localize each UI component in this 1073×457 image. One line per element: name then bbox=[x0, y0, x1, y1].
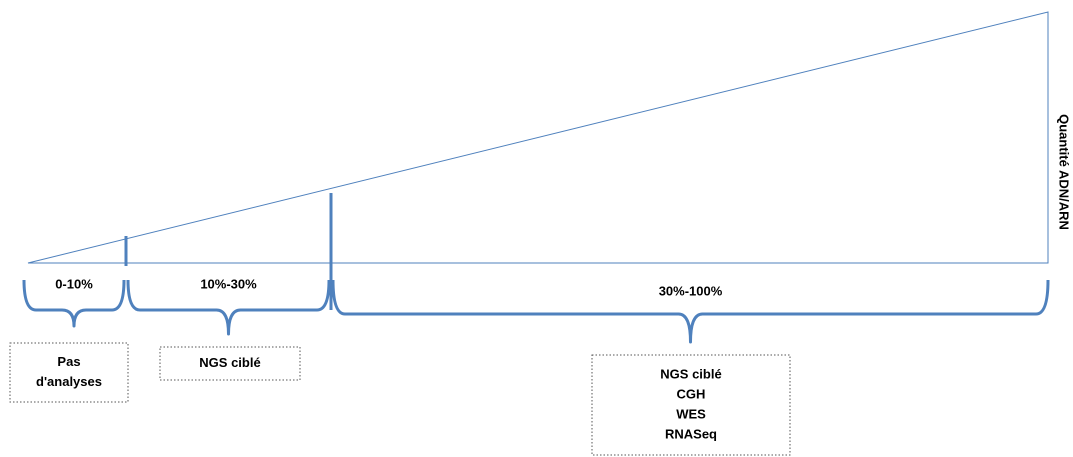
method-box bbox=[159, 346, 301, 381]
brace bbox=[22, 279, 126, 328]
method-box bbox=[9, 342, 129, 403]
method-label: WES bbox=[676, 406, 706, 421]
method-label: d'analyses bbox=[36, 374, 102, 389]
method-label: NGS ciblé bbox=[660, 366, 721, 381]
method-label: RNASeq bbox=[665, 426, 717, 441]
range-label: 10%-30% bbox=[200, 276, 257, 291]
brace bbox=[331, 279, 1050, 344]
brace bbox=[126, 279, 331, 336]
method-label: CGH bbox=[677, 386, 706, 401]
method-label: NGS ciblé bbox=[199, 355, 260, 370]
range-label: 30%-100% bbox=[659, 283, 723, 298]
method-box bbox=[591, 354, 791, 456]
method-label: Pas bbox=[57, 354, 80, 369]
quantity-triangle bbox=[27, 11, 1049, 264]
range-label: 0-10% bbox=[55, 276, 93, 291]
axis-label: Quantité ADN/ARN bbox=[1057, 114, 1072, 230]
